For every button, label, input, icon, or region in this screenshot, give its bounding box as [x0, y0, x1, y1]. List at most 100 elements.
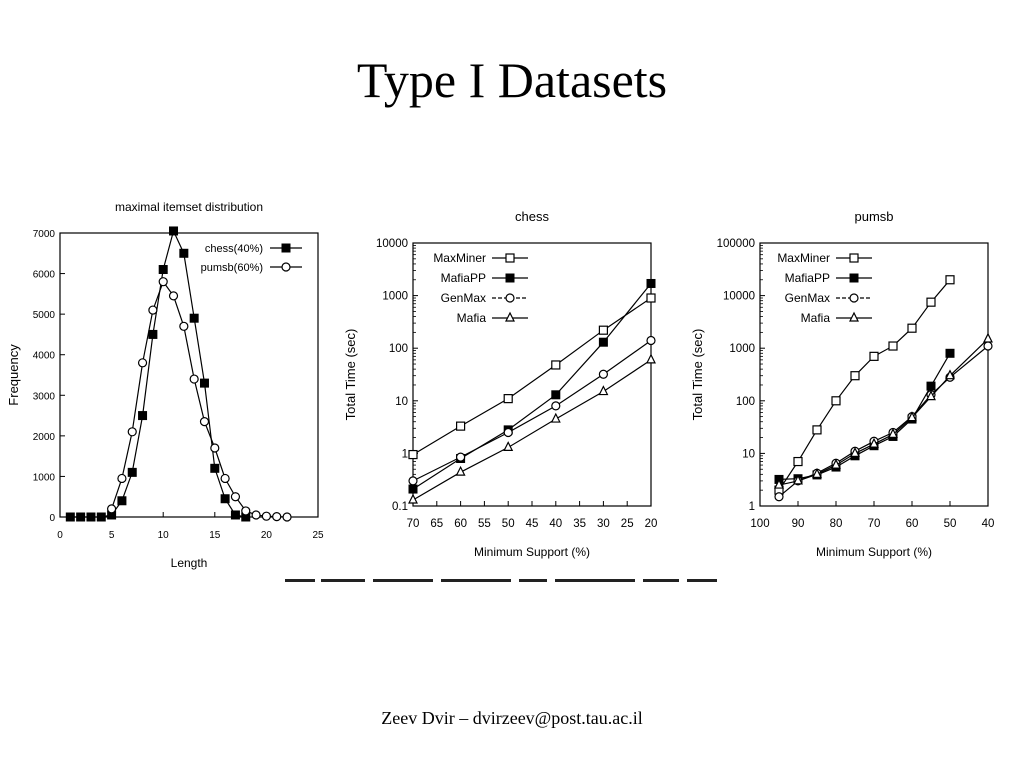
- data-point: [408, 476, 418, 486]
- figure-caption-remnant: [285, 574, 725, 582]
- data-point: [551, 390, 561, 400]
- x-axis-label: Minimum Support (%): [474, 545, 590, 559]
- x-tick-label: 30: [597, 518, 610, 530]
- x-tick-label: 20: [645, 518, 658, 530]
- series-mafia: [774, 332, 993, 489]
- x-tick-label: 50: [502, 518, 515, 530]
- x-tick-label: 55: [478, 518, 491, 530]
- data-point: [793, 456, 803, 467]
- data-point: [793, 474, 803, 485]
- y-axis-label: Total Time (sec): [343, 329, 358, 421]
- data-point: [869, 351, 879, 361]
- x-tick-label: 5: [109, 530, 115, 541]
- legend-marker: [505, 293, 515, 303]
- legend-marker: [505, 253, 515, 263]
- data-point: [179, 321, 189, 331]
- legend-label: Mafia: [801, 311, 831, 325]
- data-point: [812, 467, 822, 478]
- data-point: [646, 353, 656, 364]
- data-point: [282, 512, 292, 522]
- data-point: [65, 512, 75, 522]
- y-tick-label: 10000: [376, 238, 408, 250]
- data-point: [983, 332, 993, 343]
- y-tick-label: 100000: [717, 238, 755, 250]
- series-line: [412, 340, 652, 482]
- data-point: [831, 458, 841, 469]
- data-point: [503, 394, 513, 404]
- series-line: [412, 359, 652, 501]
- y-tick-label: 0.1: [392, 501, 408, 513]
- x-tick-label: 25: [312, 530, 324, 541]
- legend-label: MaxMiner: [433, 251, 486, 265]
- data-point: [106, 504, 117, 514]
- data-point: [241, 506, 251, 516]
- series-genmax: [408, 335, 656, 486]
- data-point: [646, 293, 656, 303]
- x-tick-label: 70: [407, 518, 420, 530]
- data-point: [251, 510, 261, 520]
- legend-label: chess(40%): [205, 243, 263, 255]
- data-point: [550, 412, 561, 423]
- data-point: [503, 441, 514, 452]
- series-line: [111, 280, 288, 518]
- data-point: [551, 401, 561, 411]
- data-point: [86, 512, 96, 522]
- series-line: [412, 283, 652, 490]
- x-tick-label: 50: [944, 518, 957, 530]
- legend-label: MafiaPP: [441, 271, 486, 285]
- x-tick-label: 15: [209, 530, 221, 541]
- y-tick-label: 100: [389, 343, 408, 355]
- x-tick-label: 80: [830, 518, 843, 530]
- legend-marker: [281, 262, 291, 272]
- data-point: [158, 265, 168, 275]
- x-tick-label: 40: [982, 518, 995, 530]
- y-tick-label: 10: [395, 396, 408, 408]
- data-point: [168, 291, 179, 301]
- x-tick-label: 100: [750, 518, 769, 530]
- legend-label: Mafia: [457, 311, 487, 325]
- data-point: [138, 411, 148, 421]
- y-tick-label: 1000: [33, 472, 56, 483]
- x-tick-label: 70: [868, 518, 881, 530]
- legend-marker: [505, 273, 515, 283]
- data-point: [456, 452, 466, 462]
- data-point: [117, 496, 127, 506]
- data-point: [926, 297, 936, 307]
- y-tick-label: 5000: [33, 310, 56, 321]
- data-point: [272, 511, 282, 522]
- data-point: [117, 473, 127, 484]
- data-point: [261, 511, 271, 521]
- y-tick-label: 0: [49, 513, 55, 524]
- data-point: [189, 374, 199, 384]
- y-tick-label: 1000: [729, 343, 755, 355]
- data-point: [220, 473, 230, 484]
- data-point: [831, 396, 841, 406]
- x-tick-label: 35: [573, 518, 586, 530]
- data-point: [148, 305, 158, 315]
- x-tick-label: 25: [621, 518, 634, 530]
- data-point: [551, 360, 561, 370]
- legend-label: MafiaPP: [785, 271, 830, 285]
- data-point: [945, 348, 955, 358]
- data-point: [76, 512, 86, 522]
- data-point: [158, 277, 168, 287]
- y-tick-label: 4000: [33, 351, 56, 362]
- y-tick-label: 1: [402, 448, 408, 460]
- legend-marker: [505, 311, 515, 322]
- legend-label: pumsb(60%): [201, 262, 263, 274]
- data-point: [907, 323, 917, 333]
- y-tick-label: 100: [736, 396, 755, 408]
- data-point: [945, 369, 955, 380]
- data-point: [210, 443, 220, 453]
- legend-marker: [281, 243, 291, 253]
- data-point: [148, 329, 158, 339]
- legend-marker: [849, 293, 859, 303]
- data-point: [220, 494, 230, 504]
- x-tick-label: 0: [57, 530, 63, 541]
- footer-credit: Zeev Dvir – dvirzeev@post.tau.ac.il: [381, 708, 643, 728]
- data-point: [926, 390, 936, 401]
- data-point: [455, 465, 466, 476]
- x-tick-label: 40: [549, 518, 562, 530]
- y-axis-label: Frequency: [6, 344, 21, 406]
- y-tick-label: 7000: [33, 229, 56, 240]
